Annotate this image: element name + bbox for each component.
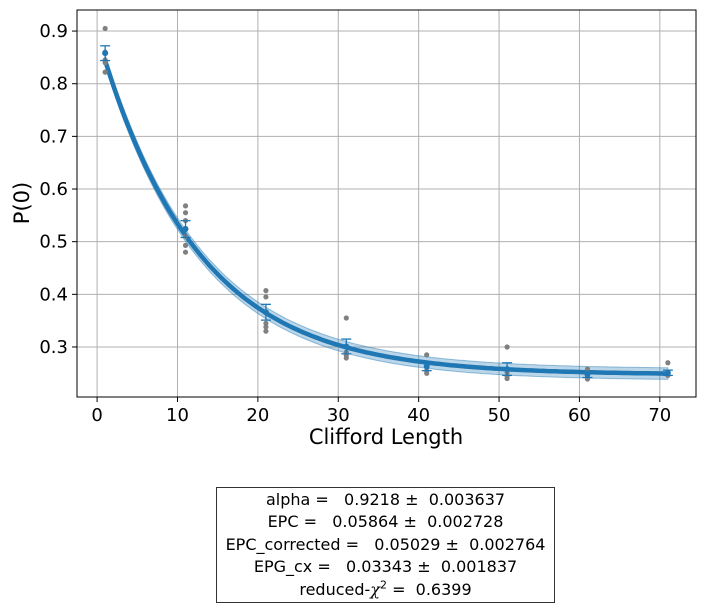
mean-point	[423, 363, 430, 370]
mean-point	[343, 343, 350, 350]
result-reduced-chi2: reduced-χ2 = 0.6399	[299, 579, 471, 602]
fit-band-area	[104, 54, 669, 380]
fit-results-box: alpha = 0.9218 ± 0.003637 EPC = 0.05864 …	[216, 487, 555, 603]
fit-curve	[102, 59, 668, 376]
y-tick-label: 0.3	[39, 337, 68, 358]
fit-confidence-band	[104, 54, 669, 380]
sample-point	[504, 344, 510, 350]
mean-point	[664, 369, 671, 376]
x-tick-label: 70	[648, 405, 671, 426]
sample-point	[263, 324, 269, 330]
sample-point	[263, 328, 269, 334]
sample-point	[182, 210, 189, 216]
sample-point	[182, 249, 189, 255]
x-tick-label: 20	[246, 405, 269, 426]
x-tick-label: 40	[407, 405, 430, 426]
sample-point	[263, 294, 269, 300]
y-tick-label: 0.6	[39, 179, 68, 200]
result-alpha: alpha = 0.9218 ± 0.003637	[265, 489, 506, 509]
sample-point	[263, 320, 269, 326]
x-tick-label: 0	[91, 405, 102, 426]
grid-lines	[77, 10, 696, 397]
y-tick-label: 0.5	[39, 232, 68, 253]
y-tick-label: 0.4	[39, 284, 68, 305]
mean-point	[504, 366, 511, 373]
result-epc-corrected: EPC_corrected = 0.05029 ± 0.002764	[225, 534, 546, 554]
chi-symbol: χ	[370, 579, 380, 599]
x-tick-label: 10	[166, 405, 189, 426]
x-tick-label: 60	[568, 405, 591, 426]
mean-point	[584, 371, 591, 378]
x-tick-label: 30	[327, 405, 350, 426]
result-epg-cx: EPG_cx = 0.03343 ± 0.001837	[253, 557, 518, 577]
mean-point	[102, 50, 109, 57]
chi-exponent: 2	[379, 578, 387, 592]
sample-point	[424, 370, 430, 376]
sample-points	[102, 25, 671, 382]
sample-point	[263, 288, 269, 294]
sample-point	[182, 203, 189, 209]
y-ticks: 0.3 0.4 0.5 0.6 0.7 0.8 0.9	[39, 21, 77, 358]
sample-point	[102, 60, 108, 66]
y-tick-label: 0.7	[39, 126, 68, 147]
x-axis-label: Clifford Length	[309, 425, 463, 449]
y-axis-label: P(0)	[10, 182, 34, 224]
y-tick-label: 0.9	[39, 21, 68, 42]
sample-point	[424, 352, 430, 358]
chi2-prefix: reduced-	[299, 579, 371, 599]
chart: 0 10 20 30 40 50 60 70 0.3 0.4 0.5 0.6 0.7 0.8 0.9 Cl…	[10, 9, 697, 449]
fit-curve-line	[102, 59, 668, 376]
x-tick-label: 50	[488, 405, 511, 426]
mean-points	[100, 45, 673, 379]
sample-point	[102, 25, 108, 32]
plot-frame	[76, 9, 697, 398]
sample-point	[343, 315, 349, 321]
sample-point	[182, 242, 189, 248]
sample-point	[343, 355, 349, 361]
mean-point	[182, 226, 189, 233]
sample-point	[665, 360, 671, 366]
sample-point	[584, 366, 591, 372]
sample-point	[504, 375, 510, 382]
sample-point	[102, 69, 108, 75]
chi2-value: = 0.6399	[386, 579, 472, 599]
y-tick-label: 0.8	[39, 74, 68, 95]
mean-point	[262, 309, 269, 316]
result-epc: EPC = 0.05864 ± 0.002728	[267, 512, 504, 532]
x-ticks: 0 10 20 30 40 50 60 70	[91, 397, 671, 426]
